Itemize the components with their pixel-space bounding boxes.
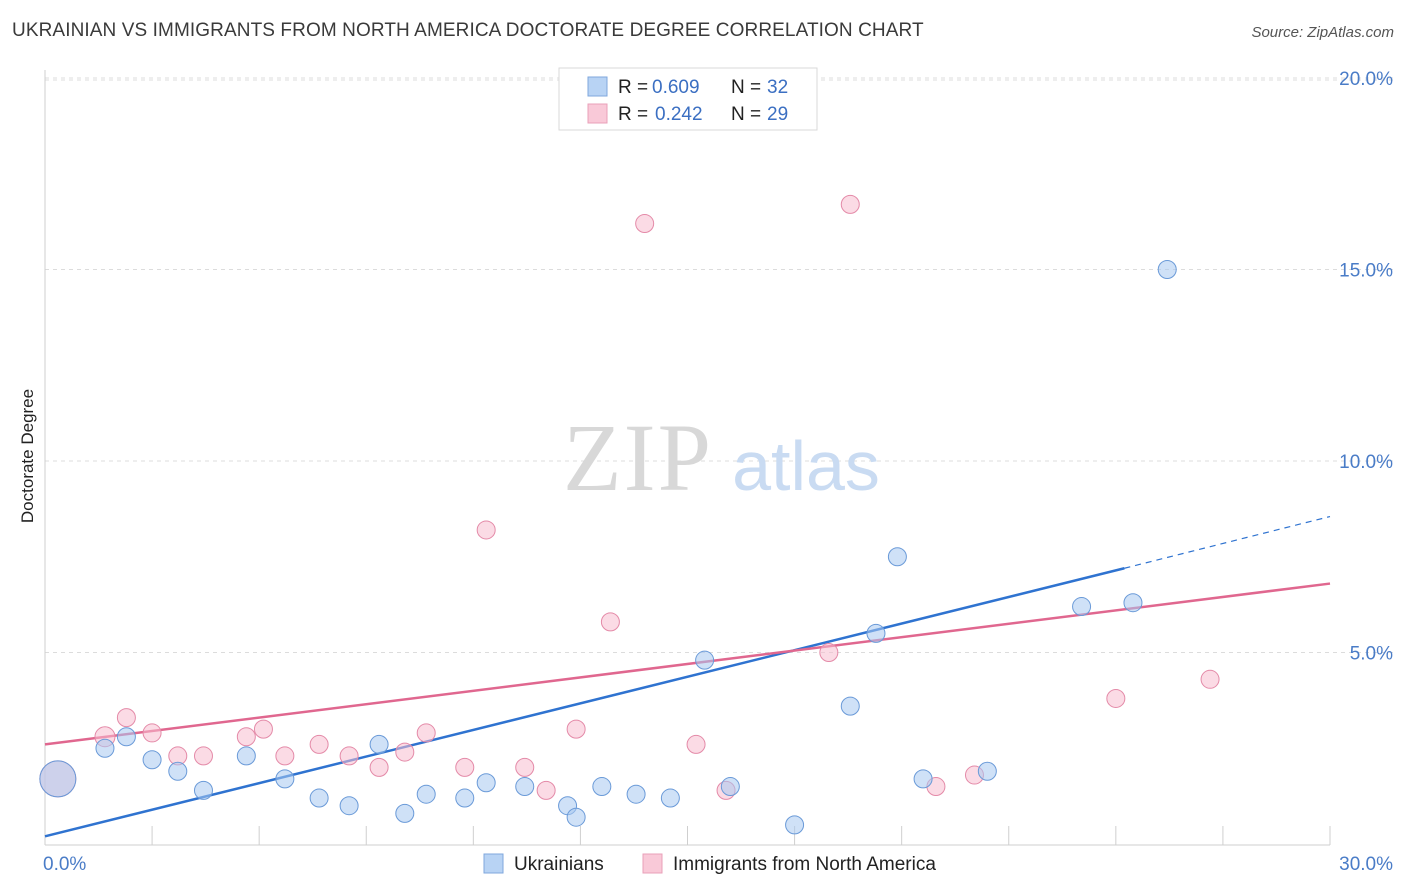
legend-r-value-1: 0.609 <box>652 77 700 98</box>
legend-n-label-2: N = <box>731 104 761 125</box>
point-s0-11 <box>395 803 415 823</box>
bottom-legend-label-ukrainians: Ukrainians <box>514 854 604 875</box>
legend-swatch-immigrants <box>587 103 608 124</box>
point-s0-12 <box>416 784 436 804</box>
point-s0-28 <box>977 761 997 781</box>
point-s0-2 <box>116 727 136 747</box>
point-s0-22 <box>720 777 740 797</box>
y-tick-label-1: 10.0% <box>1339 452 1393 473</box>
point-s1-27 <box>1106 688 1126 708</box>
point-s1-14 <box>455 757 475 777</box>
point-s0-19 <box>626 784 646 804</box>
point-s0-25 <box>866 623 886 643</box>
stats-legend: R = 0.609 N = 32 R = 0.242 N = 29 <box>558 67 818 131</box>
legend-r-label-1: R = <box>618 77 648 98</box>
legend-n-value-2: 29 <box>767 104 788 125</box>
point-s0-7 <box>275 769 295 789</box>
trend-line-1 <box>44 582 1331 746</box>
x-tick-label-1: 30.0% <box>1339 854 1393 875</box>
point-s0-23 <box>785 815 805 835</box>
point-s1-5 <box>193 746 213 766</box>
point-s0-15 <box>515 777 535 797</box>
point-s1-24 <box>840 194 860 214</box>
data-points <box>39 194 1220 835</box>
point-s1-17 <box>536 780 556 800</box>
point-s1-6 <box>236 727 256 747</box>
point-s0-9 <box>339 796 359 816</box>
point-s0-1 <box>95 738 115 758</box>
point-s1-7 <box>253 719 273 739</box>
point-s1-10 <box>339 746 359 766</box>
point-s0-10 <box>369 734 389 754</box>
point-s0-6 <box>236 746 256 766</box>
legend-r-label-2: R = <box>618 104 648 125</box>
watermark-zip: ZIP <box>563 404 713 511</box>
point-s0-13 <box>455 788 475 808</box>
point-s0-26 <box>887 547 907 567</box>
point-s0-14 <box>476 773 496 793</box>
point-s0-18 <box>592 777 612 797</box>
tick-labels: 5.0% 10.0% 15.0% 20.0% 0.0% 30.0% <box>43 69 1393 875</box>
point-s1-9 <box>309 734 329 754</box>
point-s0-27 <box>913 769 933 789</box>
point-s0-4 <box>168 761 188 781</box>
y-axis-label: Doctorate Degree <box>18 389 37 523</box>
point-s1-3 <box>142 723 162 743</box>
gridlines <box>45 77 1395 653</box>
point-s1-28 <box>1200 669 1220 689</box>
point-s1-23 <box>819 643 839 662</box>
legend-swatch-ukrainians <box>587 76 608 97</box>
point-s1-19 <box>600 612 620 632</box>
legend-n-label-1: N = <box>731 77 761 98</box>
series-legend: Ukrainians Immigrants from North America <box>483 853 936 875</box>
x-tick-label-0: 0.0% <box>43 854 86 875</box>
point-s1-21 <box>686 734 706 754</box>
point-s0-8 <box>309 788 329 808</box>
point-s1-16 <box>515 757 535 777</box>
point-s1-18 <box>566 719 586 739</box>
point-s1-8 <box>275 746 295 766</box>
bottom-legend-swatch-immigrants <box>642 853 663 874</box>
axes <box>44 70 1331 846</box>
y-tick-label-2: 15.0% <box>1339 261 1393 282</box>
legend-n-value-1: 32 <box>767 77 788 98</box>
watermark: ZIP atlas <box>563 404 880 511</box>
point-s1-11 <box>369 757 389 777</box>
trend-line-0 <box>44 567 1125 838</box>
trend-lines <box>44 515 1331 838</box>
legend-r-value-2: 0.242 <box>655 104 703 125</box>
point-s1-12 <box>395 742 415 762</box>
point-s0-17 <box>566 807 586 827</box>
point-s1-15 <box>476 520 496 540</box>
y-tick-label-0: 5.0% <box>1350 644 1393 665</box>
point-s0-5 <box>193 780 213 800</box>
point-s0-0 <box>39 760 77 798</box>
watermark-atlas: atlas <box>732 427 880 505</box>
y-tick-label-3: 20.0% <box>1339 69 1393 90</box>
point-s0-31 <box>1157 260 1177 279</box>
bottom-legend-swatch-ukrainians <box>483 853 504 874</box>
point-s0-24 <box>840 696 860 716</box>
trend-extension-0 <box>1124 515 1331 569</box>
point-s0-3 <box>142 750 162 770</box>
chart-title: UKRAINIAN VS IMMIGRANTS FROM NORTH AMERI… <box>12 20 924 41</box>
bottom-legend-label-immigrants: Immigrants from North America <box>673 854 936 875</box>
point-s0-20 <box>660 788 680 808</box>
point-s1-2 <box>116 708 136 728</box>
point-s1-20 <box>635 214 655 234</box>
point-s0-21 <box>695 650 715 670</box>
source-credit: Source: ZipAtlas.com <box>1251 24 1394 41</box>
point-s1-13 <box>416 723 436 743</box>
point-s0-30 <box>1123 593 1143 613</box>
point-s0-29 <box>1072 597 1092 617</box>
